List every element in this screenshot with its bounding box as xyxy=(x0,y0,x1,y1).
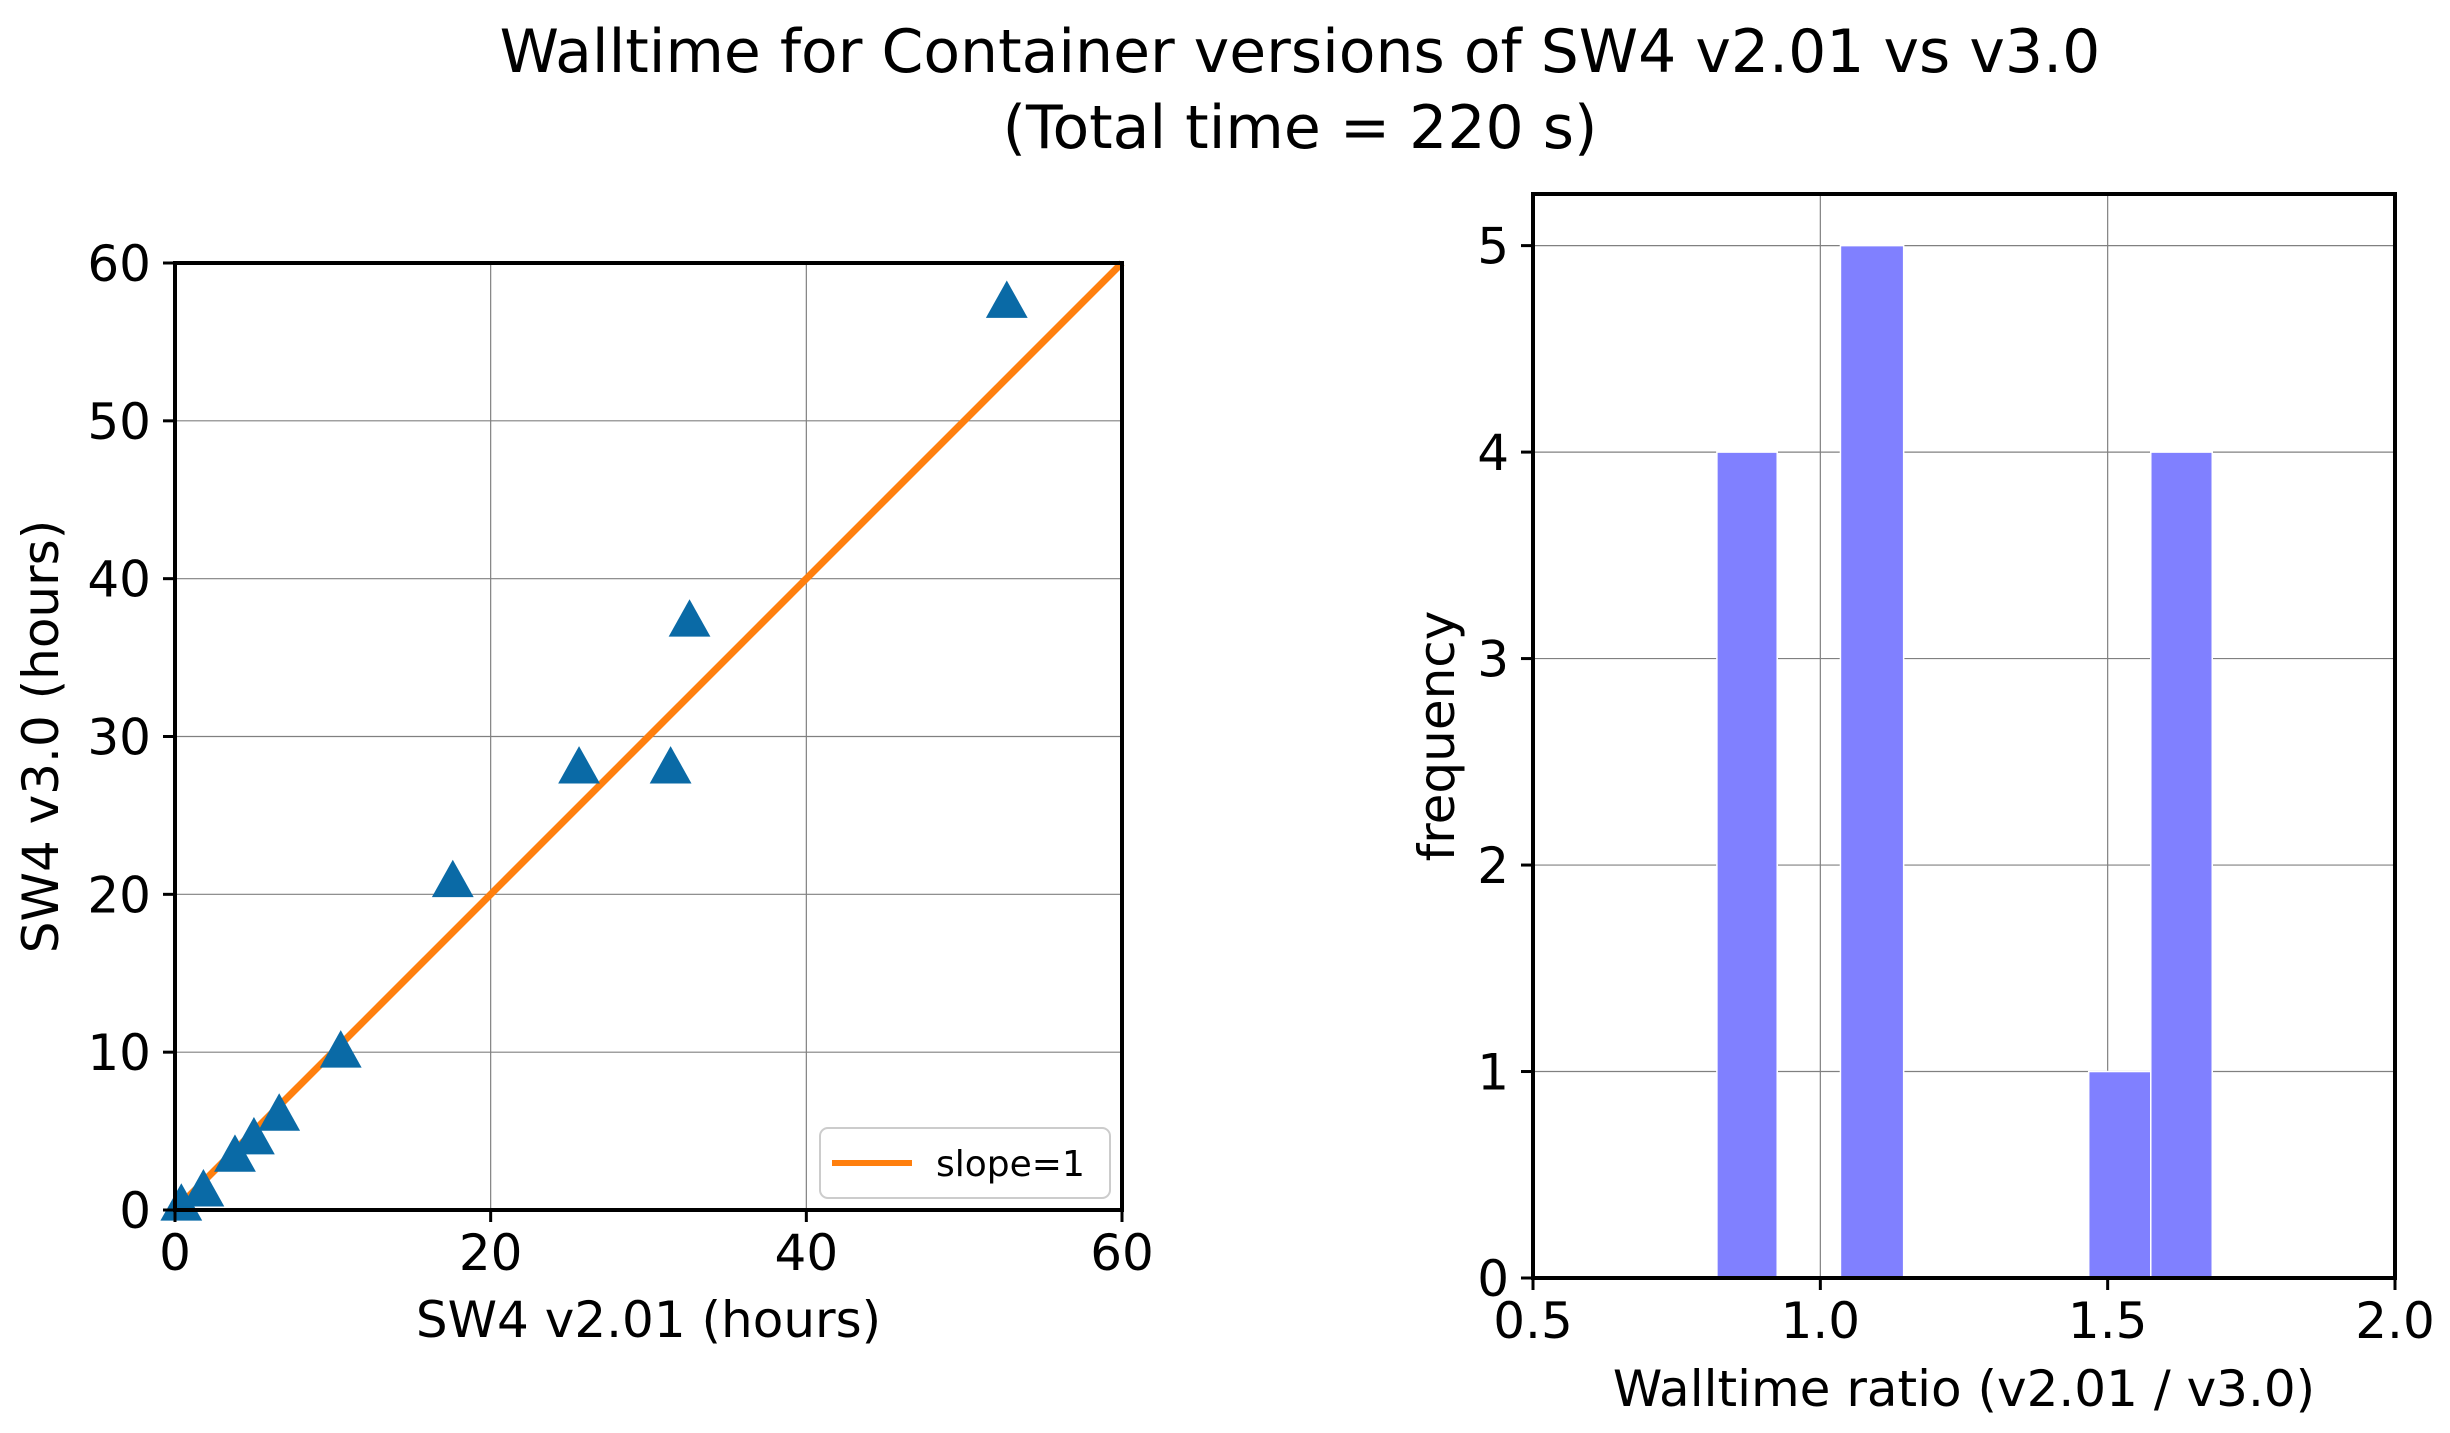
scatter-ticks: 0 20 40 60 0 10 20 30 40 50 60 xyxy=(87,235,1153,1282)
scatter-x-tick-label: 0 xyxy=(159,1224,191,1282)
scatter-point xyxy=(558,746,600,784)
scatter-y-tick-label: 40 xyxy=(87,551,151,609)
histogram-bar xyxy=(1839,244,1905,1279)
scatter-point xyxy=(649,746,692,784)
scatter-x-tick-label: 60 xyxy=(1090,1224,1154,1282)
scatter-point xyxy=(668,599,711,637)
scatter-x-axis-label: SW4 v2.01 (hours) xyxy=(416,1291,881,1349)
scatter-y-axis-label: SW4 v3.0 (hours) xyxy=(12,520,70,953)
histogram-x-tick-label: 1.0 xyxy=(1781,1292,1861,1350)
scatter-x-tick-label: 20 xyxy=(459,1224,523,1282)
scatter-point xyxy=(985,280,1028,318)
scatter-point xyxy=(319,1030,362,1068)
scatter-y-tick-label: 50 xyxy=(87,393,151,451)
scatter-legend: slope=1 xyxy=(819,1127,1111,1199)
histogram-bar xyxy=(2087,1070,2152,1279)
histogram-y-tick-label: 4 xyxy=(1477,424,1509,482)
histogram-y-tick-label: 0 xyxy=(1477,1250,1509,1308)
histogram-x-axis-label: Walltime ratio (v2.01 / v3.0) xyxy=(1613,1360,2315,1418)
histogram-plot-frame xyxy=(1531,192,2397,1280)
histogram-ticks: 0.5 1.0 1.5 2.0 0 1 2 3 4 5 xyxy=(1477,218,2435,1350)
histogram-bar xyxy=(2150,451,2214,1279)
histogram-y-axis-label: frequency xyxy=(1408,611,1466,862)
histogram-y-tick-label: 5 xyxy=(1477,218,1509,276)
histogram-y-tick-label: 2 xyxy=(1477,837,1509,895)
histogram-y-tick-label: 1 xyxy=(1477,1044,1509,1102)
legend-label-slope: slope=1 xyxy=(936,1144,1085,1185)
scatter-panel: 0 20 40 60 0 10 20 30 40 50 60 SW4 v2.01 (hours) S… xyxy=(12,235,1154,1349)
scatter-y-tick-label: 20 xyxy=(87,866,151,924)
scatter-y-tick-label: 0 xyxy=(119,1182,151,1240)
histogram-x-tick-label: 1.5 xyxy=(2068,1292,2148,1350)
histogram-x-tick-label: 0.5 xyxy=(1493,1292,1573,1350)
scatter-point xyxy=(182,1169,225,1207)
scatter-y-tick-label: 60 xyxy=(87,235,151,293)
scatter-point xyxy=(233,1116,275,1155)
legend-box xyxy=(819,1127,1111,1199)
histogram-bar xyxy=(1716,451,1778,1279)
figure-title-line-1: Walltime for Container versions of SW4 v… xyxy=(500,17,2101,87)
histogram-bars xyxy=(1716,244,2214,1279)
scatter-x-tick-label: 40 xyxy=(775,1224,839,1282)
histogram-panel: 0.5 1.0 1.5 2.0 0 1 2 3 4 5 Walltime ratio (v2.01… xyxy=(1408,192,2435,1418)
histogram-x-tick-label: 2.0 xyxy=(2355,1292,2435,1350)
scatter-y-tick-label: 10 xyxy=(87,1024,151,1082)
scatter-point xyxy=(258,1093,301,1131)
figure-title-line-2: (Total time = 220 s) xyxy=(1003,93,1598,163)
scatter-point xyxy=(431,859,474,898)
histogram-y-tick-label: 3 xyxy=(1477,631,1509,689)
scatter-y-tick-label: 30 xyxy=(87,709,151,767)
